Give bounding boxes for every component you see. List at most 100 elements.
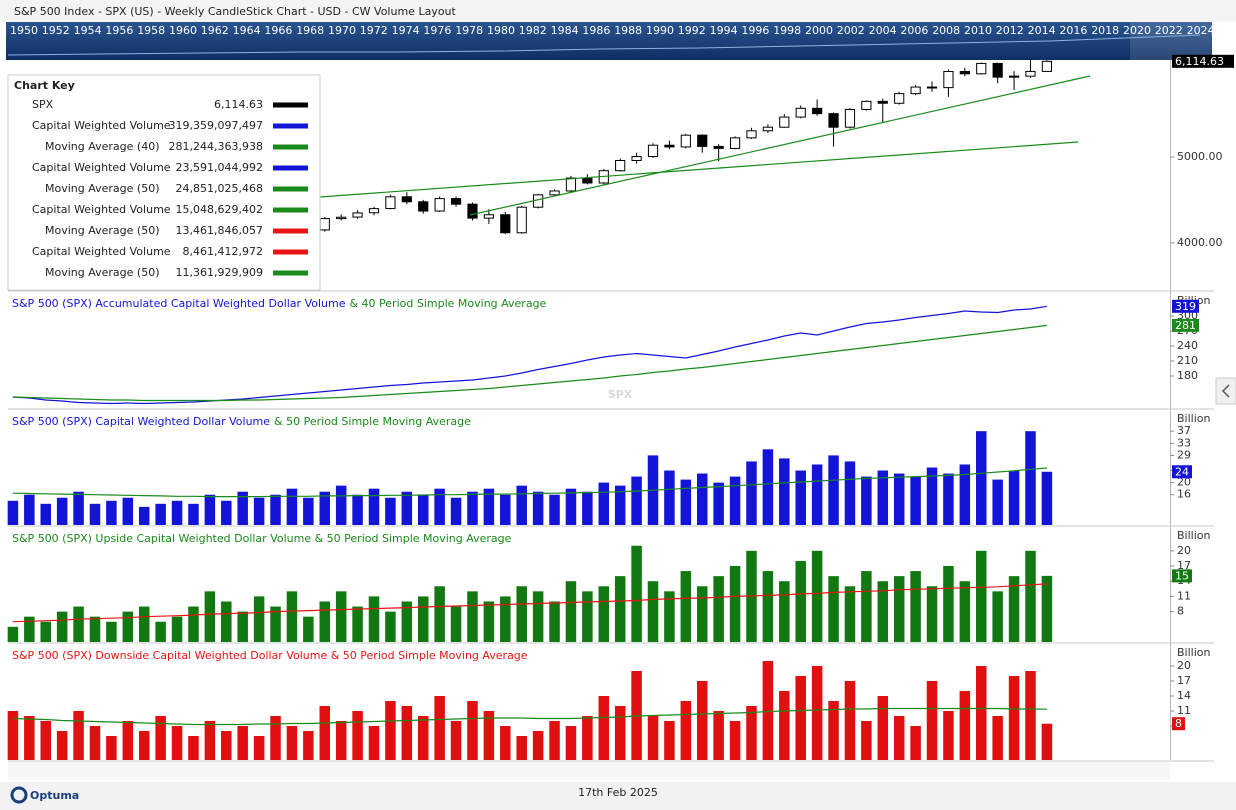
volume-bar	[828, 576, 839, 642]
candle-body	[746, 130, 757, 139]
y-tick-label: 20	[1177, 476, 1191, 489]
candle-body	[680, 134, 691, 148]
volume-bar	[976, 666, 987, 760]
overview-years: 1950 1952 1954 1956 1958 1960 1962 1964 1966 1968…	[10, 24, 1215, 37]
volume-bar	[385, 497, 396, 525]
overview-year: 2012	[996, 24, 1024, 37]
volume-bar	[155, 503, 166, 525]
volume-bar	[877, 581, 889, 642]
overview-year: 1950	[10, 24, 38, 37]
volume-bar	[434, 696, 445, 760]
overview-year: 2002	[837, 24, 865, 37]
volume-bar	[631, 545, 642, 642]
value-box	[1172, 299, 1199, 313]
volume-bar	[844, 586, 856, 642]
volume-bar	[155, 716, 166, 760]
candle-body	[828, 113, 839, 128]
overview-year: 1986	[582, 24, 610, 37]
candle-body	[647, 144, 659, 158]
y-tick-label: 11	[1177, 704, 1191, 717]
volume-bar	[450, 721, 462, 760]
volume-bar	[549, 494, 560, 525]
panel-title: S&P 500 (SPX) Upside Capital Weighted Do…	[12, 532, 512, 545]
key-value: 11,361,929,909	[176, 266, 263, 279]
volume-bar	[303, 731, 314, 760]
unit-label: Billion	[1177, 412, 1211, 425]
overview-year: 1980	[487, 24, 515, 37]
overview-year: 1956	[105, 24, 133, 37]
volume-bar	[549, 721, 560, 760]
volume-bar	[319, 706, 331, 760]
volume-bar	[253, 497, 265, 525]
volume-bar	[7, 626, 19, 642]
panel-title: S&P 500 (SPX) Downside Capital Weighted …	[12, 649, 528, 662]
candle-body	[959, 71, 970, 75]
panel-title-part: & 40 Period Simple Moving Average	[349, 297, 546, 310]
trendline[interactable]	[319, 141, 1079, 198]
overview-strip[interactable]	[6, 22, 1212, 60]
volume-bar	[500, 726, 511, 760]
volume-bar	[1025, 671, 1036, 760]
volume-bar	[565, 488, 577, 525]
key-value: 24,851,025,468	[176, 182, 263, 195]
volume-bar	[926, 586, 938, 642]
panel-title-part: S&P 500 (SPX) Upside Capital Weighted Do…	[12, 532, 512, 545]
candle-body	[582, 177, 593, 184]
volume-bar	[122, 611, 134, 642]
overview-year: 1952	[42, 24, 70, 37]
volume-bar	[959, 691, 971, 760]
key-value: 281,244,363,938	[169, 140, 263, 153]
volume-bar	[696, 473, 708, 525]
candle-body	[844, 108, 856, 128]
volume-bar	[155, 621, 166, 642]
overview-year: 1996	[741, 24, 769, 37]
candle-body	[910, 86, 921, 95]
overview-year: 1970	[328, 24, 356, 37]
key-label: Moving Average (40)	[45, 140, 160, 153]
y-tick-label: 11	[1177, 589, 1191, 602]
key-swatch	[273, 123, 308, 129]
candle-body	[336, 216, 347, 220]
volume-bar	[270, 716, 281, 760]
trendline[interactable]	[469, 75, 1091, 216]
time-axis	[8, 762, 1170, 780]
candle-body	[631, 156, 642, 161]
candle-body	[467, 203, 478, 219]
volume-bar	[565, 581, 577, 642]
volume-bar	[270, 494, 281, 525]
volume-bar	[516, 586, 527, 642]
volume-bar	[253, 596, 265, 642]
volume-bar	[401, 601, 413, 642]
overview-year: 1960	[169, 24, 197, 37]
volume-bar	[368, 596, 380, 642]
overview-window[interactable]	[1130, 22, 1212, 60]
candle-body	[418, 201, 429, 212]
overview-year: 2018	[1091, 24, 1119, 37]
volume-bar	[24, 494, 35, 525]
volume-bar	[664, 721, 675, 760]
candle-body	[664, 144, 675, 148]
volume-bar	[861, 721, 872, 760]
volume-bar	[483, 601, 495, 642]
candle-body	[976, 62, 987, 75]
volume-bar	[417, 596, 429, 642]
overview-year: 1966	[264, 24, 292, 37]
volume-bar	[450, 497, 462, 525]
volume-bar	[729, 721, 741, 760]
volume-bar	[680, 701, 692, 760]
volume-bar	[1008, 470, 1020, 525]
volume-bar	[729, 566, 741, 642]
volume-bar	[467, 701, 478, 760]
volume-bar	[204, 494, 216, 525]
volume-bar	[221, 731, 232, 760]
y-tick-label: 20	[1177, 544, 1191, 557]
key-label: Capital Weighted Volume	[32, 119, 171, 132]
volume-bar	[976, 550, 987, 642]
collapse-tab[interactable]	[1215, 377, 1236, 405]
chart-key: Chart Key SPX 6,114.63 Capital Weighted Vo…	[7, 74, 321, 291]
panel-title-part: & 50 Period Simple Moving Average	[274, 415, 471, 428]
volume-bar	[910, 726, 921, 760]
value-label: 8	[1175, 717, 1182, 730]
volume-bar	[532, 591, 544, 642]
volume-bar	[122, 721, 134, 760]
